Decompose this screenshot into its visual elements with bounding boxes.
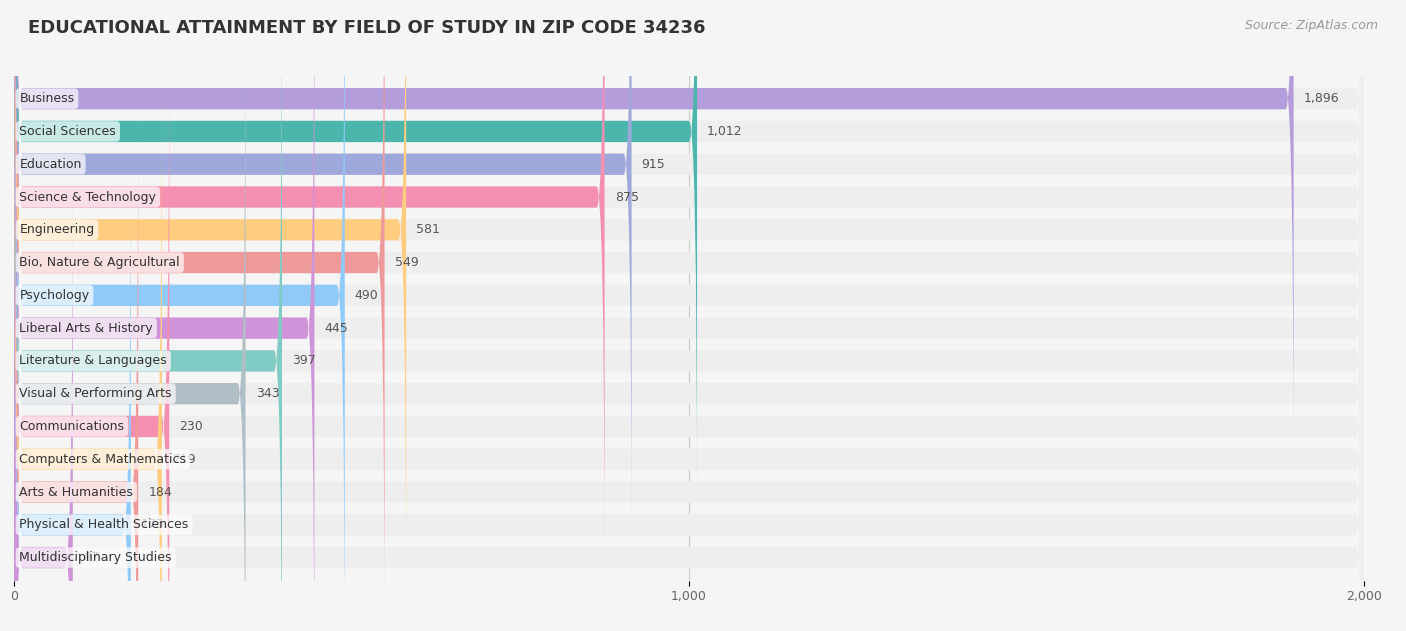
Text: 173: 173 — [141, 518, 165, 531]
Text: Business: Business — [20, 92, 75, 105]
Text: Communications: Communications — [20, 420, 125, 433]
Text: Social Sciences: Social Sciences — [20, 125, 117, 138]
FancyBboxPatch shape — [14, 0, 1364, 631]
Text: EDUCATIONAL ATTAINMENT BY FIELD OF STUDY IN ZIP CODE 34236: EDUCATIONAL ATTAINMENT BY FIELD OF STUDY… — [28, 19, 706, 37]
Text: 397: 397 — [292, 355, 316, 367]
FancyBboxPatch shape — [14, 0, 315, 631]
FancyBboxPatch shape — [14, 142, 1364, 631]
Text: Bio, Nature & Agricultural: Bio, Nature & Agricultural — [20, 256, 180, 269]
FancyBboxPatch shape — [14, 175, 1364, 631]
Text: Computers & Mathematics: Computers & Mathematics — [20, 452, 187, 466]
FancyBboxPatch shape — [14, 0, 283, 631]
FancyBboxPatch shape — [14, 0, 1294, 481]
Text: 343: 343 — [256, 387, 280, 400]
FancyBboxPatch shape — [14, 175, 73, 631]
Text: Liberal Arts & History: Liberal Arts & History — [20, 322, 153, 334]
Text: Source: ZipAtlas.com: Source: ZipAtlas.com — [1244, 19, 1378, 32]
FancyBboxPatch shape — [14, 0, 1364, 631]
FancyBboxPatch shape — [14, 0, 1364, 547]
Text: Visual & Performing Arts: Visual & Performing Arts — [20, 387, 172, 400]
FancyBboxPatch shape — [14, 0, 1364, 613]
Text: 490: 490 — [354, 289, 378, 302]
FancyBboxPatch shape — [14, 109, 138, 631]
FancyBboxPatch shape — [14, 11, 246, 631]
Text: 1,896: 1,896 — [1303, 92, 1340, 105]
FancyBboxPatch shape — [14, 0, 406, 613]
FancyBboxPatch shape — [14, 76, 1364, 631]
Text: 87: 87 — [83, 551, 98, 564]
Text: 1,012: 1,012 — [707, 125, 742, 138]
FancyBboxPatch shape — [14, 11, 1364, 631]
Text: 549: 549 — [395, 256, 419, 269]
Text: 445: 445 — [325, 322, 349, 334]
FancyBboxPatch shape — [14, 44, 1364, 631]
Text: 219: 219 — [172, 452, 195, 466]
Text: 915: 915 — [641, 158, 665, 171]
Text: Literature & Languages: Literature & Languages — [20, 355, 167, 367]
Text: Science & Technology: Science & Technology — [20, 191, 156, 204]
FancyBboxPatch shape — [14, 0, 1364, 631]
Text: 184: 184 — [149, 485, 172, 498]
Text: Multidisciplinary Studies: Multidisciplinary Studies — [20, 551, 172, 564]
FancyBboxPatch shape — [14, 44, 169, 631]
Text: 875: 875 — [614, 191, 638, 204]
Text: Psychology: Psychology — [20, 289, 90, 302]
Text: Education: Education — [20, 158, 82, 171]
FancyBboxPatch shape — [14, 0, 1364, 481]
Text: 581: 581 — [416, 223, 440, 236]
Text: Engineering: Engineering — [20, 223, 94, 236]
FancyBboxPatch shape — [14, 0, 631, 547]
FancyBboxPatch shape — [14, 76, 162, 631]
FancyBboxPatch shape — [14, 0, 1364, 631]
FancyBboxPatch shape — [14, 0, 385, 631]
FancyBboxPatch shape — [14, 142, 131, 631]
FancyBboxPatch shape — [14, 0, 1364, 514]
FancyBboxPatch shape — [14, 109, 1364, 631]
Text: Arts & Humanities: Arts & Humanities — [20, 485, 134, 498]
Text: 230: 230 — [180, 420, 202, 433]
FancyBboxPatch shape — [14, 0, 1364, 580]
FancyBboxPatch shape — [14, 0, 605, 580]
Text: Physical & Health Sciences: Physical & Health Sciences — [20, 518, 188, 531]
FancyBboxPatch shape — [14, 0, 697, 514]
FancyBboxPatch shape — [14, 0, 344, 631]
